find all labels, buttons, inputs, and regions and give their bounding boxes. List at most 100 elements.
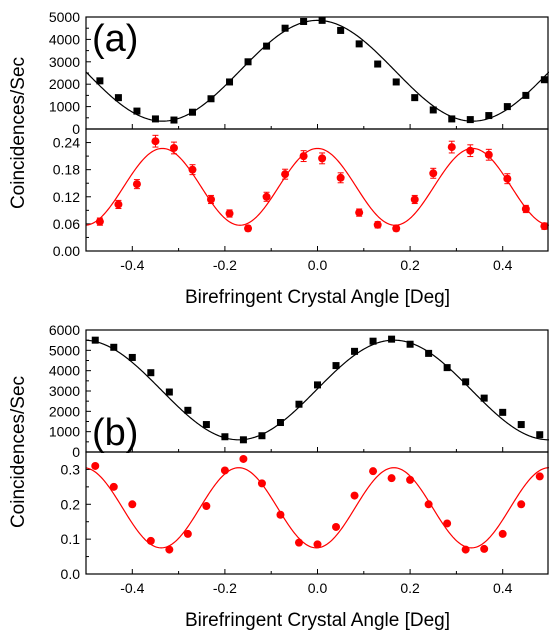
data-point xyxy=(96,77,104,85)
x-tick-label: 0.0 xyxy=(308,257,328,273)
data-point xyxy=(462,378,470,386)
x-tick-label: 0.2 xyxy=(400,257,420,273)
data-point xyxy=(151,137,160,146)
data-point xyxy=(466,116,474,124)
data-point xyxy=(443,519,452,528)
data-point xyxy=(313,540,322,549)
data-point xyxy=(207,95,215,103)
fit-curve xyxy=(86,339,549,441)
data-point xyxy=(151,115,159,123)
data-point xyxy=(114,94,122,102)
panel-frame xyxy=(85,329,549,453)
data-point xyxy=(447,143,456,152)
data-point xyxy=(369,467,378,476)
data-point xyxy=(461,545,470,554)
data-point xyxy=(147,369,155,377)
data-point xyxy=(535,472,544,481)
data-point xyxy=(540,76,548,84)
data-point xyxy=(425,349,433,357)
data-point xyxy=(522,91,530,99)
x-tick-label: 0.4 xyxy=(493,257,513,273)
x-tick-label: 0.2 xyxy=(400,580,420,596)
data-point xyxy=(517,421,525,429)
data-point xyxy=(244,224,253,233)
data-point xyxy=(258,432,266,440)
data-point xyxy=(448,115,456,123)
data-point xyxy=(466,146,475,155)
data-point xyxy=(424,500,433,509)
data-point xyxy=(410,195,419,204)
x-tick-label: 0.0 xyxy=(308,580,328,596)
y-axis-label: Coincidences/Sec xyxy=(8,376,29,528)
y-axis-label: Coincidences/Sec xyxy=(8,57,29,209)
data-point xyxy=(392,224,401,233)
panel-frame xyxy=(85,16,549,130)
y-tick-label: 0.00 xyxy=(53,243,80,259)
y-tick-label: 0 xyxy=(72,444,80,460)
data-point xyxy=(540,222,549,231)
data-point xyxy=(165,388,173,396)
y-tick-label: 2000 xyxy=(49,403,80,419)
data-point xyxy=(485,112,493,120)
data-point xyxy=(221,433,229,441)
data-point xyxy=(226,78,234,86)
data-point xyxy=(188,165,197,174)
data-point xyxy=(225,209,234,218)
x-tick-label: -0.4 xyxy=(120,580,144,596)
data-point xyxy=(207,195,216,204)
data-point xyxy=(257,479,266,488)
data-point xyxy=(295,400,303,408)
data-point xyxy=(314,381,321,389)
data-point xyxy=(369,337,377,345)
data-point xyxy=(110,343,118,351)
y-tick-label: 4000 xyxy=(49,363,80,379)
data-point xyxy=(202,421,210,429)
chart-b: 0 1000 2000 3000 4000 5000 6000 0.0 0.1 0.2 0.3 -0.… xyxy=(8,322,549,631)
data-point xyxy=(517,500,526,509)
data-point xyxy=(374,60,382,68)
fit-curve xyxy=(86,467,549,549)
data-point xyxy=(276,419,284,427)
data-point xyxy=(133,107,141,115)
y-tick-label: 3000 xyxy=(49,383,80,399)
data-point xyxy=(388,335,396,343)
data-point xyxy=(318,154,327,163)
data-point xyxy=(202,502,211,511)
data-point xyxy=(300,17,308,25)
y-tick-label: 4000 xyxy=(49,31,80,47)
data-point xyxy=(281,170,290,179)
panel-lower: 0.0 0.1 0.2 0.3 xyxy=(61,451,549,582)
data-point xyxy=(263,42,271,50)
data-point xyxy=(91,336,99,344)
y-tick-label: 1000 xyxy=(49,99,80,115)
y-tick-label: 0.18 xyxy=(53,162,80,178)
data-point xyxy=(411,94,419,102)
x-tick-label: -0.2 xyxy=(213,257,237,273)
y-tick-label: 5000 xyxy=(49,342,80,358)
data-point xyxy=(128,500,137,509)
data-point xyxy=(406,475,415,484)
data-point xyxy=(170,116,178,124)
data-point xyxy=(220,466,229,475)
panel-tag: (a) xyxy=(92,18,138,60)
data-point xyxy=(373,220,382,229)
fit-curve xyxy=(86,147,549,226)
data-point xyxy=(299,152,308,161)
data-point xyxy=(95,217,104,226)
data-point xyxy=(146,536,155,545)
data-point xyxy=(337,26,345,34)
y-tick-label: 3000 xyxy=(49,54,80,70)
y-tick-label: 0.3 xyxy=(61,461,81,477)
panel-lower: 0.00 0.06 0.12 0.18 0.24 xyxy=(53,128,549,259)
y-tick-label: 0 xyxy=(72,121,80,137)
data-point xyxy=(521,204,530,213)
data-point xyxy=(499,408,507,416)
data-point xyxy=(503,103,511,111)
data-point xyxy=(355,208,364,217)
data-point xyxy=(91,461,100,470)
data-point xyxy=(262,192,271,201)
y-tick-label: 0.2 xyxy=(61,496,81,512)
y-tick-label: 0.12 xyxy=(53,189,80,205)
data-point xyxy=(350,491,359,500)
data-point xyxy=(355,40,363,48)
